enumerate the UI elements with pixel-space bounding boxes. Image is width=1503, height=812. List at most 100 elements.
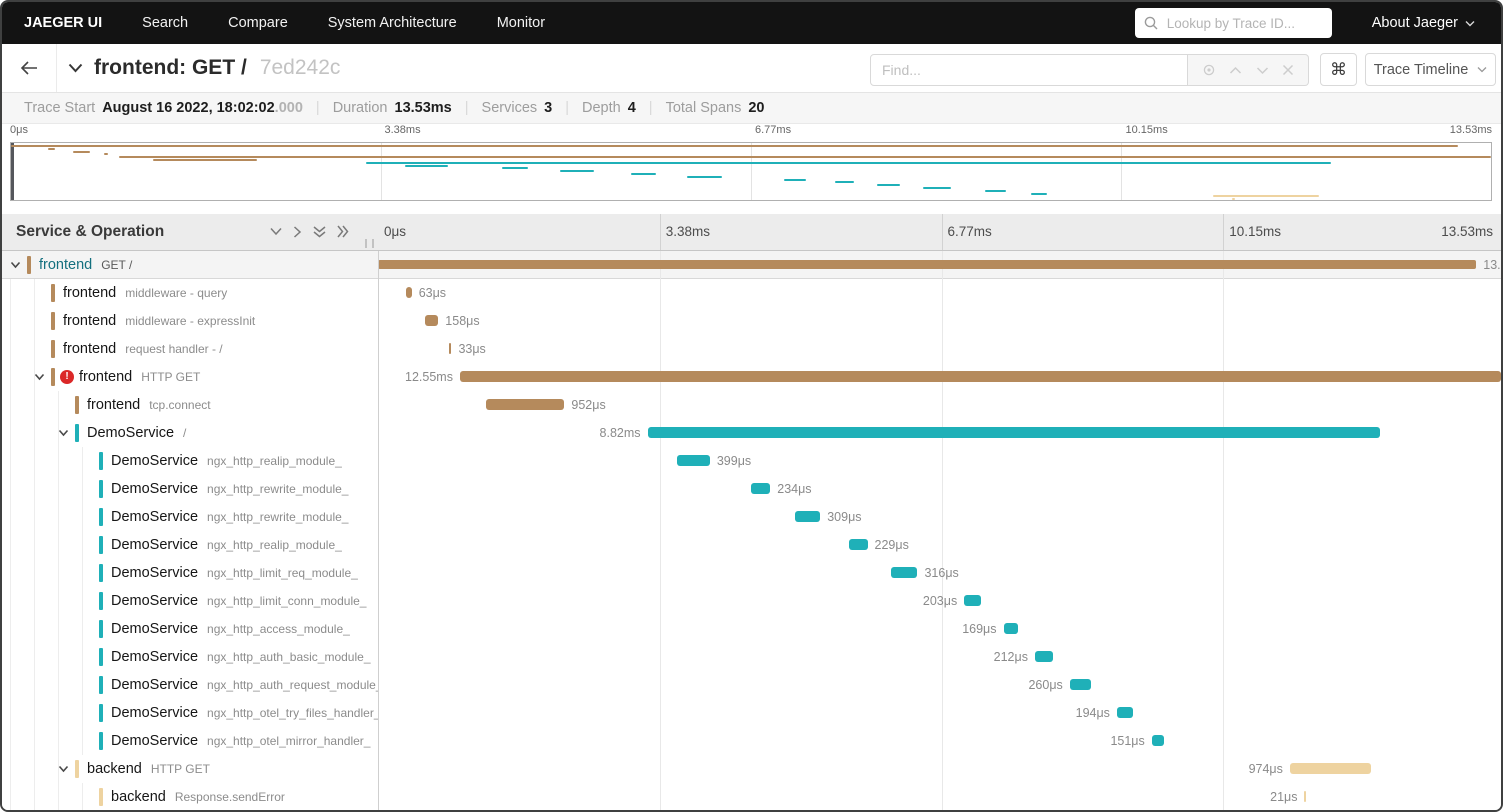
expand-all-icon[interactable] <box>337 224 349 239</box>
span-row[interactable]: DemoService ngx_http_otel_try_files_handl… <box>2 699 1501 727</box>
nav-item-monitor[interactable]: Monitor <box>496 15 546 31</box>
span-bar[interactable] <box>378 260 1477 269</box>
trace-view-label: Trace Timeline <box>1373 61 1469 78</box>
span-operation-name: GET / <box>101 258 133 272</box>
span-bar[interactable] <box>1003 623 1018 634</box>
summary-separator: | <box>648 100 653 116</box>
span-row-timeline: 229μs <box>378 531 1501 559</box>
span-bar[interactable] <box>1304 791 1307 802</box>
collapse-all-icon[interactable] <box>312 225 327 238</box>
span-row-left: DemoService ngx_http_realip_module_ <box>2 447 378 475</box>
span-expander-chevron-icon[interactable] <box>58 429 69 437</box>
span-row-left: ! frontend HTTP GET <box>2 363 378 391</box>
trace-view-selector[interactable]: Trace Timeline <box>1365 53 1496 86</box>
span-row[interactable]: DemoService ngx_http_limit_conn_module_ 20… <box>2 587 1501 615</box>
span-bar[interactable] <box>891 567 918 578</box>
span-duration-label: 952μs <box>571 398 606 412</box>
span-row[interactable]: DemoService ngx_http_rewrite_module_ 234μs <box>2 475 1501 503</box>
span-bar[interactable] <box>1289 763 1371 774</box>
span-row[interactable]: DemoService ngx_http_access_module_ 169μs <box>2 615 1501 643</box>
span-row[interactable]: DemoService ngx_http_realip_module_ 229μs <box>2 531 1501 559</box>
timeline-header: Service & Operation 0μs 3.38ms 6.77ms 10.15… <box>2 214 1501 251</box>
tree-guide-line <box>82 671 83 699</box>
minimap-tick-label: 10.15ms <box>1125 124 1168 136</box>
span-row[interactable]: backend Response.sendError 21μs <box>2 783 1501 810</box>
span-bar[interactable] <box>676 455 710 466</box>
span-row-left: backend HTTP GET <box>2 755 378 783</box>
tree-guide-line <box>10 419 11 447</box>
span-duration-label: 33μs <box>458 342 486 356</box>
timeline-header-gridline <box>659 214 661 250</box>
nav-item-search[interactable]: Search <box>142 15 189 31</box>
span-bar[interactable] <box>1069 679 1092 690</box>
span-row[interactable]: DemoService ngx_http_otel_mirror_handler_… <box>2 727 1501 755</box>
span-row[interactable]: DemoService ngx_http_rewrite_module_ 309μs <box>2 503 1501 531</box>
span-bar[interactable] <box>647 427 1380 438</box>
span-row-timeline: 169μs <box>378 615 1501 643</box>
span-bar[interactable] <box>425 315 439 326</box>
span-bar[interactable] <box>1151 735 1165 746</box>
span-expander-chevron-icon[interactable] <box>10 261 21 269</box>
minimap-left-scrubber[interactable] <box>11 143 14 200</box>
span-expander-chevron-icon[interactable] <box>34 373 45 381</box>
span-row[interactable]: frontend middleware - query 63μs <box>2 279 1501 307</box>
trace-id-lookup-input[interactable] <box>1164 14 1323 32</box>
minimap-canvas[interactable] <box>10 142 1492 201</box>
span-row-left: DemoService ngx_http_limit_req_module_ <box>2 559 378 587</box>
span-bar[interactable] <box>459 371 1501 382</box>
service-color-bar <box>99 592 103 610</box>
minimap-gridline <box>1121 143 1122 200</box>
span-row-timeline: 63μs <box>378 279 1501 307</box>
collapse-one-icon[interactable] <box>269 227 283 236</box>
locate-icon[interactable] <box>1202 63 1216 77</box>
span-row[interactable]: DemoService/8.82ms <box>2 419 1501 447</box>
nav-item-compare[interactable]: Compare <box>228 15 288 31</box>
span-row-left: DemoService ngx_http_limit_conn_module_ <box>2 587 378 615</box>
column-splitter[interactable] <box>378 214 379 810</box>
about-jaeger-menu[interactable]: About Jaeger <box>1372 15 1475 31</box>
app-brand[interactable]: JAEGER UI <box>24 15 103 31</box>
span-bar[interactable] <box>1116 707 1133 718</box>
tree-guide-line <box>10 643 11 671</box>
span-bar[interactable] <box>964 595 982 606</box>
tree-guide-line <box>82 727 83 755</box>
span-bar[interactable] <box>448 343 452 354</box>
span-bar[interactable] <box>406 287 412 298</box>
tree-guide-line <box>34 783 35 810</box>
trace-id-lookup[interactable] <box>1134 8 1332 38</box>
nav-item-system-architecture[interactable]: System Architecture <box>327 15 457 31</box>
keyboard-shortcuts-button[interactable]: ⌘ <box>1320 53 1357 86</box>
expand-one-icon[interactable] <box>293 225 302 239</box>
span-bar[interactable] <box>485 399 565 410</box>
collapse-trace-chevron-icon[interactable] <box>68 63 83 73</box>
span-row[interactable]: DemoService ngx_http_realip_module_ 399μs <box>2 447 1501 475</box>
span-bar[interactable] <box>750 483 771 494</box>
prev-match-icon[interactable] <box>1229 66 1242 75</box>
find-input[interactable] <box>870 54 1188 86</box>
span-row[interactable]: DemoService ngx_http_limit_req_module_ 316… <box>2 559 1501 587</box>
tree-guide-line <box>34 727 35 755</box>
span-bar[interactable] <box>1034 651 1053 662</box>
span-row[interactable]: DemoService ngx_http_auth_basic_module_ 21… <box>2 643 1501 671</box>
span-row[interactable]: frontend request handler - / 33μs <box>2 335 1501 363</box>
service-color-bar <box>99 788 103 806</box>
next-match-icon[interactable] <box>1256 66 1269 75</box>
span-row[interactable]: backend HTTP GET 974μs <box>2 755 1501 783</box>
clear-icon[interactable] <box>1282 64 1294 76</box>
column-resize-grip[interactable] <box>365 239 374 248</box>
span-bar[interactable] <box>848 539 868 550</box>
span-bar[interactable] <box>794 511 821 522</box>
span-row[interactable]: frontend GET / 13. <box>2 251 1501 279</box>
span-row-timeline: 234μs <box>378 475 1501 503</box>
span-row[interactable]: ! frontend HTTP GET 12.55ms <box>2 363 1501 391</box>
span-row[interactable]: DemoService ngx_http_auth_request_module_… <box>2 671 1501 699</box>
back-button[interactable] <box>2 44 57 92</box>
span-operation-name: request handler - / <box>125 342 223 356</box>
span-row-timeline: 974μs <box>378 755 1501 783</box>
span-row[interactable]: frontend tcp.connect 952μs <box>2 391 1501 419</box>
span-expander-chevron-icon[interactable] <box>58 765 69 773</box>
tree-guide-line <box>10 727 11 755</box>
span-duration-label: 21μs <box>1270 790 1298 804</box>
tree-guide-line <box>34 503 35 531</box>
span-row[interactable]: frontend middleware - expressInit 158μs <box>2 307 1501 335</box>
